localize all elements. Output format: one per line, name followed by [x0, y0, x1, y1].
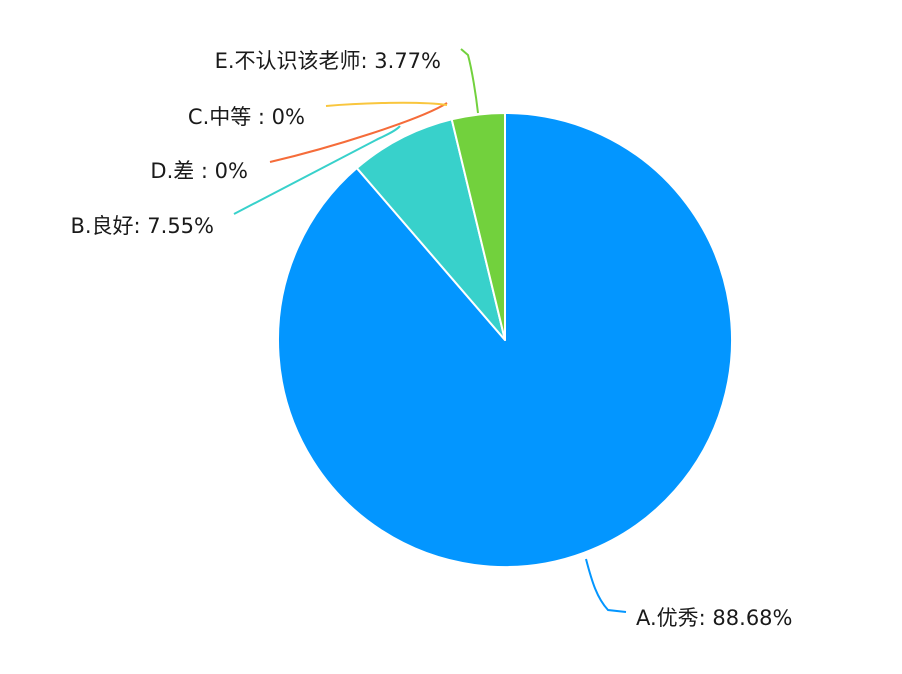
slice-labels: A.优秀: 88.68% B.良好: 7.55% D.差 : 0% C.中等 :… [70, 49, 792, 630]
leader-line-4 [325, 101, 448, 107]
label-b: B.良好: 7.55% [70, 214, 214, 238]
leader-lines [233, 48, 627, 613]
pie-slices [277, 112, 733, 568]
leader-line-5 [460, 48, 479, 114]
leader-line-2 [233, 125, 401, 215]
leader-line-3 [269, 102, 448, 163]
pie-slice-2[interactable] [355, 118, 506, 341]
label-a: A.优秀: 88.68% [636, 606, 793, 630]
leader-line-1 [585, 558, 627, 613]
label-e: E.不认识该老师: 3.77% [215, 49, 441, 73]
label-c: C.中等 : 0% [188, 105, 305, 129]
label-d: D.差 : 0% [150, 159, 248, 183]
pie-slice-5[interactable] [450, 112, 506, 341]
